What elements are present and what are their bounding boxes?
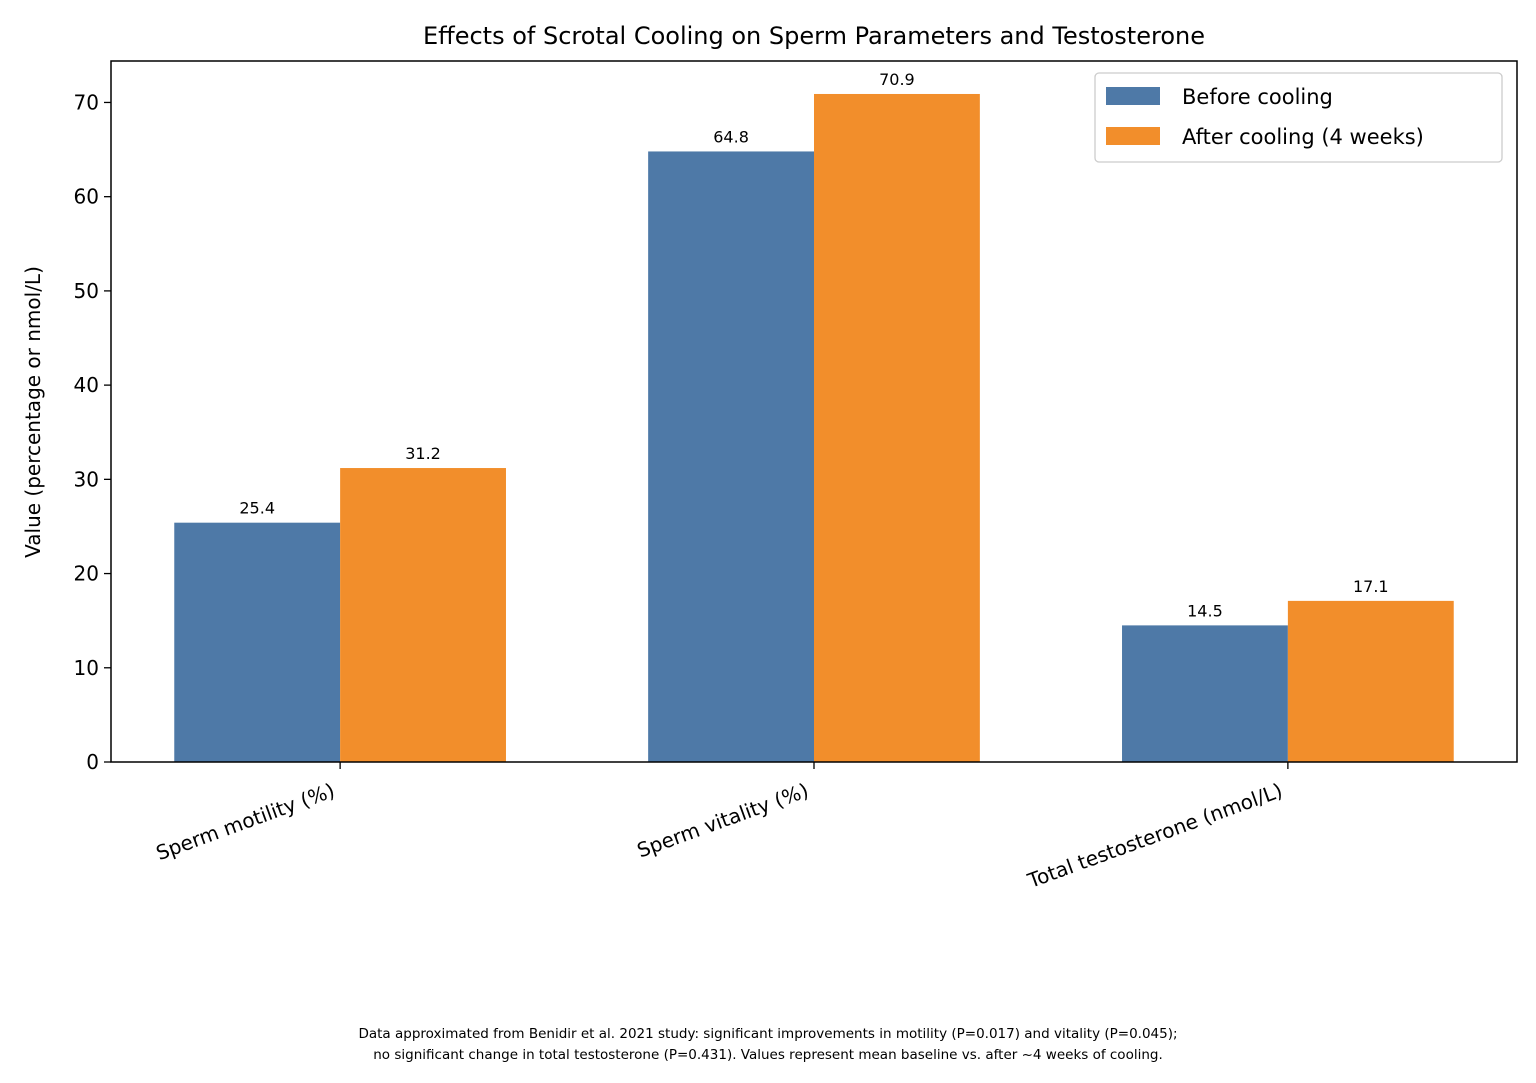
y-tick-label: 60 <box>74 185 99 209</box>
bar-before-1 <box>648 151 814 763</box>
legend-label: After cooling (4 weeks) <box>1182 125 1424 149</box>
y-tick-label: 30 <box>74 467 99 491</box>
y-tick-label: 20 <box>74 562 99 586</box>
x-tick-label: Total testosterone (nmol/L) <box>1024 778 1286 893</box>
legend-swatch <box>1106 87 1160 105</box>
legend-swatch <box>1106 127 1160 145</box>
data-label: 17.1 <box>1353 577 1389 596</box>
data-label: 31.2 <box>405 444 441 463</box>
bar-before-2 <box>1122 625 1288 762</box>
plot-area: 25.4 64.8 14.5 31.2 70.9 17.1 0 10 20 30 40 50 60 70 S… <box>74 60 1518 893</box>
y-tick-label: 10 <box>74 656 99 680</box>
data-label: 64.8 <box>713 127 749 146</box>
footnote-line-1: Data approximated from Benidir et al. 20… <box>358 1026 1177 1042</box>
data-label: 14.5 <box>1187 601 1223 620</box>
y-tick-label: 0 <box>86 750 99 774</box>
data-label: 25.4 <box>239 499 275 518</box>
chart-title: Effects of Scrotal Cooling on Sperm Para… <box>423 22 1205 50</box>
y-tick-label: 40 <box>74 373 99 397</box>
y-tick-label: 50 <box>74 279 99 303</box>
bar-after-1 <box>814 93 980 762</box>
bar-after-2 <box>1287 600 1454 762</box>
legend-box <box>1094 72 1503 163</box>
footnote-line-2: no significant change in total testoster… <box>373 1047 1163 1063</box>
bar-before-0 <box>174 522 341 762</box>
y-axis-label: Value (percentage or nmol/L) <box>21 266 45 558</box>
legend: Before cooling After cooling (4 weeks) <box>1094 72 1503 163</box>
data-label: 70.9 <box>879 70 915 89</box>
y-tick-label: 70 <box>74 90 99 114</box>
x-tick-label: Sperm vitality (%) <box>634 778 812 862</box>
legend-label: Before cooling <box>1182 85 1333 109</box>
x-tick-label: Sperm motility (%) <box>153 778 338 865</box>
bar-after-0 <box>340 468 506 762</box>
